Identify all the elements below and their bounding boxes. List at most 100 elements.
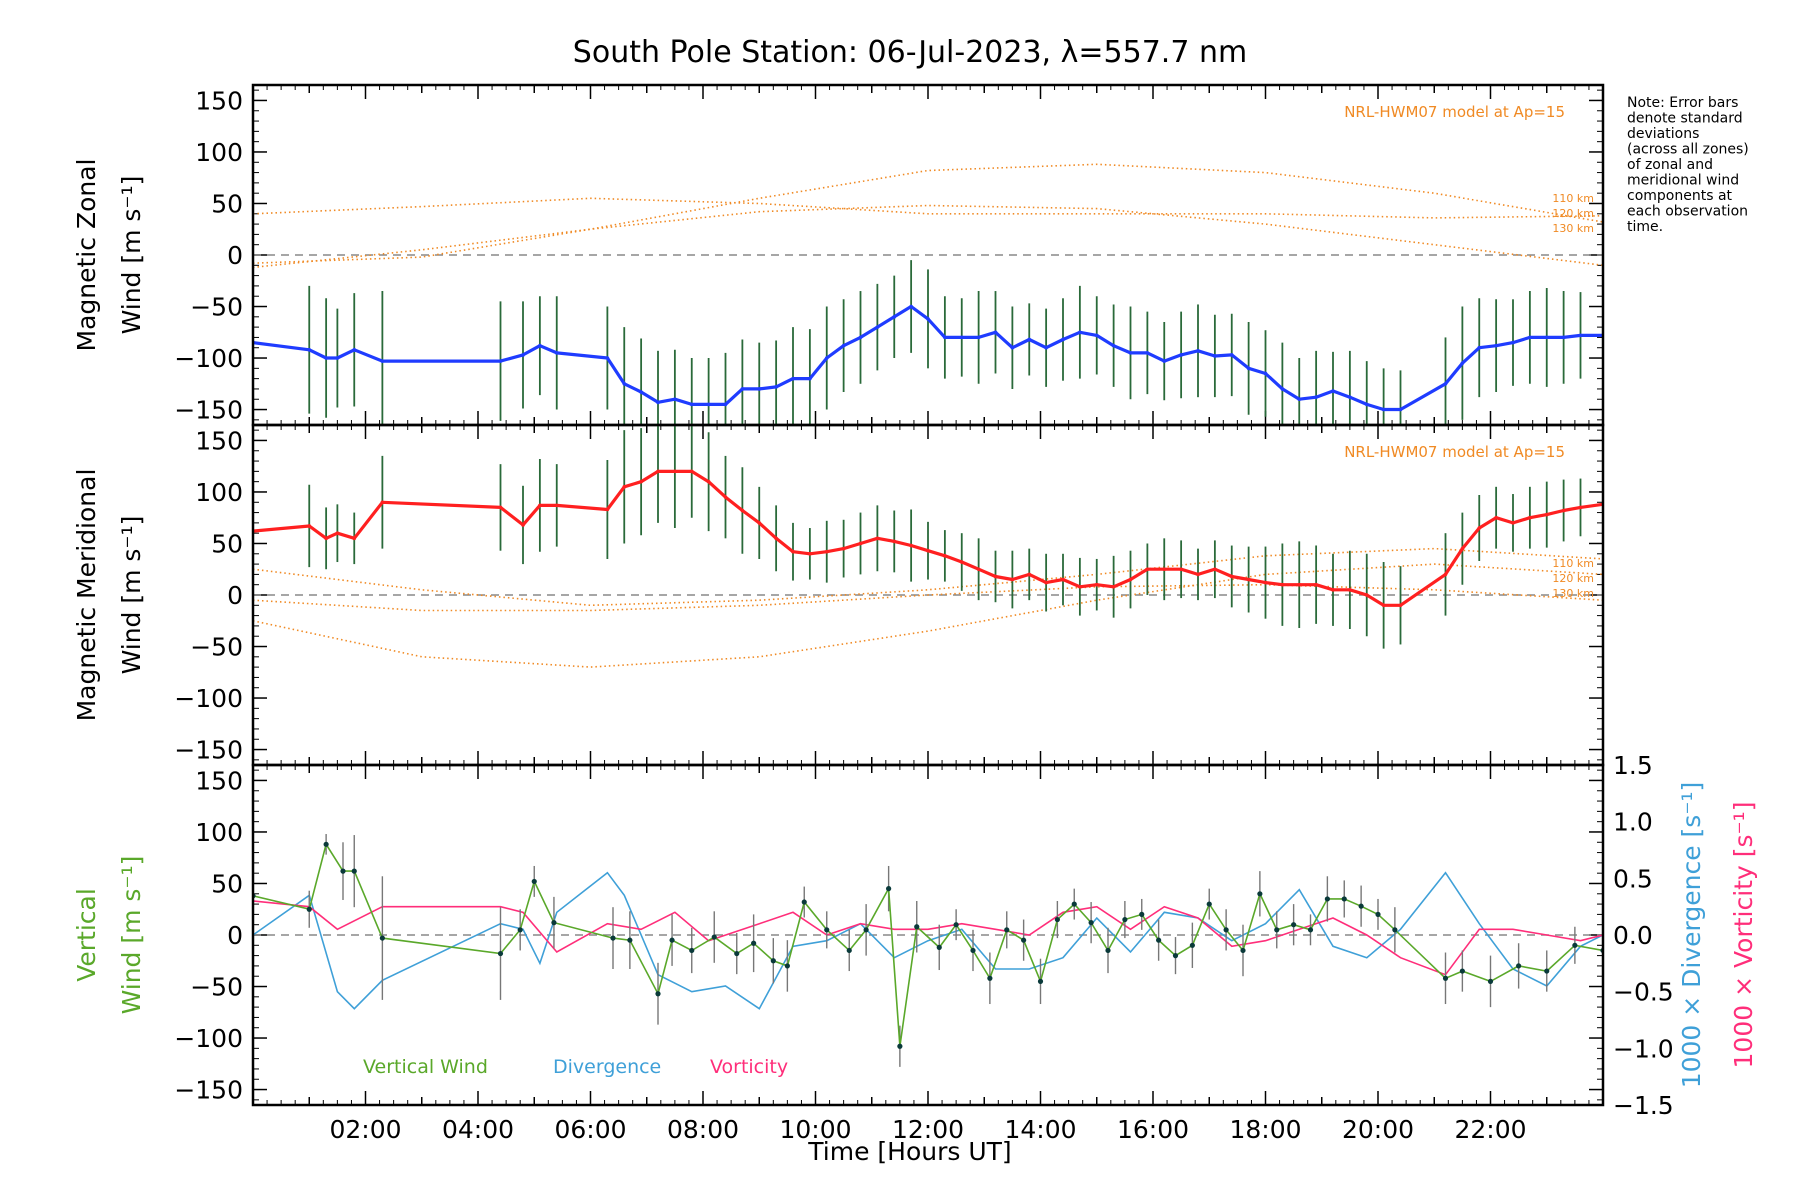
x-tick-label: 20:00 (1342, 1115, 1414, 1144)
meridional-wind-point (1213, 567, 1217, 572)
meridional-wind-point (892, 539, 897, 544)
vertical-wind-point (1172, 953, 1179, 959)
x-axis-label: Time [Hours UT] (807, 1137, 1011, 1166)
y-axis-label: Vertical (72, 888, 101, 982)
vertical-wind-point (970, 947, 976, 954)
meridional-wind-point (1196, 572, 1200, 577)
zonal-wind-point (1061, 337, 1065, 342)
meridional-wind-point (1381, 603, 1386, 608)
zonal-wind-point (605, 356, 610, 360)
right-axis-label-vorticity: 1000 × Vorticity [s⁻¹] (1729, 802, 1758, 1069)
meridional-wind-point (808, 551, 812, 556)
zonal-wind-point (1443, 381, 1448, 386)
meridional-wind-point (1364, 593, 1369, 597)
zonal-wind-point (1229, 353, 1234, 357)
zonal-wind-point (1494, 343, 1498, 348)
meridional-wind-point (1528, 515, 1532, 520)
vertical-wind-point (734, 950, 740, 957)
y-tick-label: −100 (174, 684, 243, 713)
meridional-wind-point (1044, 580, 1048, 585)
panel-meridional: −150 −100 −50 0 50 100 150 Magnetic Meridional W… (72, 423, 1605, 767)
vertical-wind-point (1071, 901, 1077, 907)
zonal-wind-point (1111, 343, 1116, 348)
meridional-wind-point (824, 549, 829, 554)
zonal-wind-point (909, 304, 913, 309)
zonal-wind-point (1477, 345, 1482, 350)
vertical-wind-point (627, 937, 633, 943)
zonal-wind-point (1010, 345, 1015, 350)
vertical-wind-point (1324, 896, 1330, 902)
meridional-wind-point (841, 546, 846, 551)
zonal-wind-point (791, 376, 795, 381)
y-tick-label: −50 (190, 293, 243, 322)
x-tick-label: 02:00 (329, 1115, 401, 1144)
vertical-wind-point (1004, 927, 1010, 933)
plot-area (253, 834, 1603, 1067)
meridional-wind-point (1314, 582, 1318, 587)
zonal-wind-point (538, 343, 542, 348)
zonal-wind-point (1263, 371, 1268, 376)
vertical-wind-point (953, 922, 959, 928)
vertical-wind-point (1037, 978, 1044, 984)
x-tick-label: 14:00 (1004, 1115, 1076, 1144)
meridional-wind-point (689, 469, 694, 474)
vertical-wind-point (689, 947, 695, 954)
y-tick-label: −100 (174, 344, 243, 373)
meridional-wind-point (656, 469, 660, 474)
vertical-wind-point (846, 947, 852, 954)
zonal-wind-point (841, 343, 846, 348)
y-tick-label: −150 (174, 1076, 243, 1105)
vertical-wind-point (770, 958, 776, 964)
note-line: time. (1627, 219, 1663, 235)
meridional-wind-point (1027, 572, 1032, 577)
zonal-wind-point (740, 387, 745, 391)
meridional-wind-point (324, 536, 328, 541)
zonal-wind-point (774, 385, 778, 389)
zonal-wind-point (498, 359, 503, 363)
x-tick-label: 18:00 (1229, 1115, 1301, 1144)
vertical-wind-point (531, 878, 537, 885)
meridional-wind-point (1331, 588, 1335, 592)
zonal-wind-point (1331, 389, 1335, 393)
meridional-wind-point (673, 469, 677, 474)
vertical-wind-point (1375, 911, 1381, 917)
zonal-wind-point (521, 353, 525, 357)
vertical-wind-point (1572, 942, 1578, 948)
meridional-wind-point (639, 479, 643, 484)
x-tick-label: 12:00 (892, 1115, 964, 1144)
y-tick-label: −50 (190, 633, 243, 662)
zonal-wind-point (324, 356, 328, 360)
vertical-wind-point (987, 975, 993, 981)
vertical-wind-point (784, 963, 790, 969)
vertical-wind-point (801, 899, 807, 905)
meridional-wind-point (1078, 584, 1082, 589)
meridional-wind-point (723, 495, 728, 499)
model-alt-label: 130 km (1552, 222, 1594, 235)
vertical-wind-line (253, 842, 1603, 1047)
vertical-wind-point (351, 868, 357, 874)
vertical-wind-point (551, 920, 557, 926)
zonal-wind-point (993, 330, 998, 335)
zonal-wind-point (1027, 337, 1032, 342)
zonal-wind-point (1578, 333, 1583, 338)
model-label: NRL-HWM07 model at Ap=15 (1344, 443, 1565, 461)
x-tick-label: 04:00 (442, 1115, 514, 1144)
meridional-wind-point (554, 503, 559, 508)
meridional-wind-point (1229, 574, 1234, 579)
meridional-wind-point (1179, 567, 1183, 572)
zonal-wind-point (689, 402, 694, 407)
x-tick-label: 10:00 (779, 1115, 851, 1144)
vertical-wind-point (1139, 911, 1145, 917)
zonal-wind-point (723, 402, 728, 407)
zonal-wind-point (926, 317, 930, 321)
meridional-wind-point (976, 567, 981, 572)
vertical-wind-point (1223, 927, 1229, 933)
meridional-wind-point (909, 543, 913, 548)
x-tick-label: 06:00 (554, 1115, 626, 1144)
vertical-wind-point (1122, 916, 1128, 923)
panel-vertical: −150 −100 −50 0 50 100 150 Vertical Wind [m s⁻¹]… (72, 751, 1758, 1120)
zonal-wind-point (554, 351, 559, 355)
meridional-wind-point (959, 560, 964, 564)
meridional-wind-line (253, 469, 1603, 607)
meridional-wind-point (774, 536, 778, 541)
